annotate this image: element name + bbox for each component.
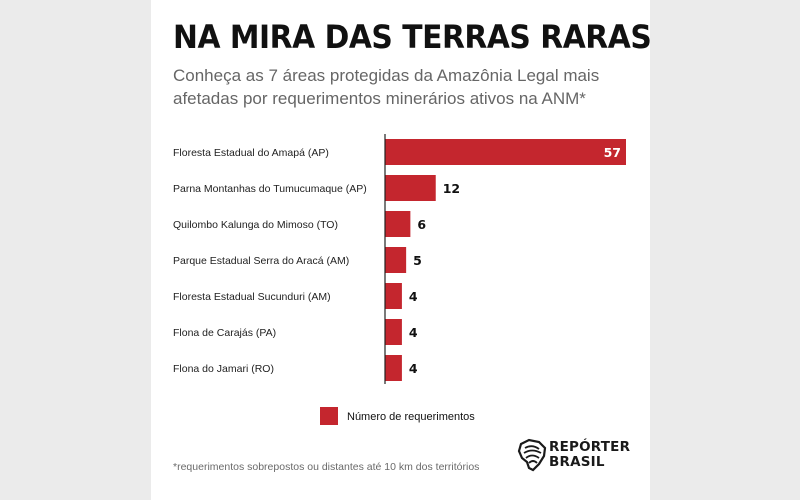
- legend-label: Número de requerimentos: [347, 411, 475, 423]
- footnote: *requerimentos sobrepostos ou distantes …: [173, 461, 480, 473]
- logo-wordmark: REPÓRTER BRASIL: [549, 440, 630, 470]
- bar-chart: Floresta Estadual do Amapá (AP) 57 Parna M…: [173, 134, 626, 425]
- category-label: Quilombo Kalunga do Mimoso (TO): [173, 219, 338, 231]
- bar: [385, 247, 407, 273]
- value-label: 6: [417, 217, 426, 232]
- value-label: 12: [443, 181, 460, 196]
- bar: [385, 211, 411, 237]
- value-label: 4: [409, 361, 418, 376]
- legend-swatch: [320, 407, 338, 425]
- category-label: Flona do Jamari (RO): [173, 363, 274, 375]
- category-label: Parque Estadual Serra do Aracá (AM): [173, 255, 349, 267]
- logo-line-2: BRASIL: [549, 454, 605, 470]
- bar: [385, 355, 402, 381]
- logo-line-1: REPÓRTER: [549, 439, 631, 455]
- value-label: 57: [604, 145, 621, 160]
- infographic-card: NA MIRA DAS TERRAS RARAS Conheça as 7 ár…: [151, 0, 652, 500]
- category-label: Floresta Estadual Sucunduri (AM): [173, 291, 331, 303]
- value-label: 4: [409, 325, 418, 340]
- bar: [385, 175, 436, 201]
- brazil-map-fingerprint-icon: [517, 438, 547, 472]
- chart-title: NA MIRA DAS TERRAS RARAS: [173, 18, 652, 56]
- bar: [385, 319, 402, 345]
- value-label: 4: [409, 289, 418, 304]
- category-label: Parna Montanhas do Tumucumaque (AP): [173, 183, 367, 195]
- category-label: Flona de Carajás (PA): [173, 327, 276, 339]
- reporter-brasil-logo: REPÓRTER BRASIL: [517, 438, 630, 474]
- bar: [385, 283, 402, 309]
- value-label: 5: [413, 253, 422, 268]
- bar: [385, 139, 626, 165]
- chart-subtitle: Conheça as 7 áreas protegidas da Amazôni…: [173, 66, 600, 108]
- category-label: Floresta Estadual do Amapá (AP): [173, 147, 329, 159]
